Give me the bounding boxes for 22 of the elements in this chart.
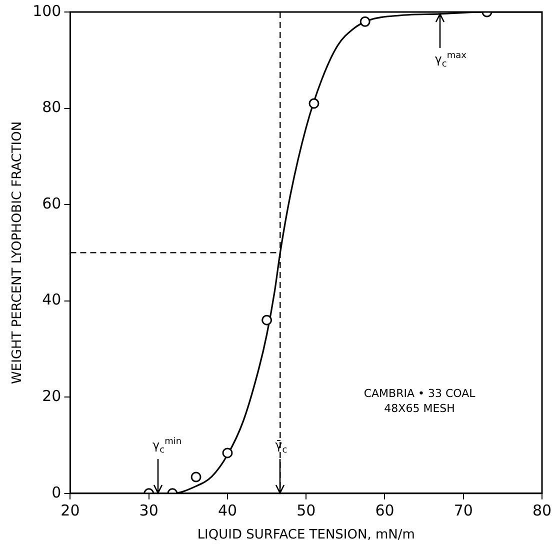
y-tick-label: 20 <box>42 387 62 406</box>
x-tick-label: 50 <box>296 501 316 520</box>
y-tick-label: 100 <box>32 2 62 20</box>
point <box>262 314 272 326</box>
x-tick-label: 20 <box>60 501 80 520</box>
x-tick-label: 60 <box>375 501 394 520</box>
x-tick-label: 70 <box>454 501 473 520</box>
y-tick-label: 80 <box>42 98 62 116</box>
point <box>190 472 202 482</box>
x-tick-label: 40 <box>218 501 238 520</box>
y-tick-label: 60 <box>42 194 62 212</box>
annotation: CAMBRIA • 33 COAL <box>364 387 476 402</box>
x-tick-label: 30 <box>139 501 158 520</box>
point <box>360 16 370 27</box>
annotation: 48X65 MESH <box>383 402 456 416</box>
x-axis-title: LIQUID SURFACE TENSION, mN/m <box>197 528 415 543</box>
y-tick-label: 40 <box>42 290 62 309</box>
point <box>308 98 320 109</box>
point <box>222 448 233 458</box>
y-tick-label: 0 <box>52 483 62 502</box>
x-tick-label: 80 <box>532 501 552 520</box>
y-axis-title: WEIGHT PERCENT LYOPHOBIC FRACTION <box>10 121 26 384</box>
